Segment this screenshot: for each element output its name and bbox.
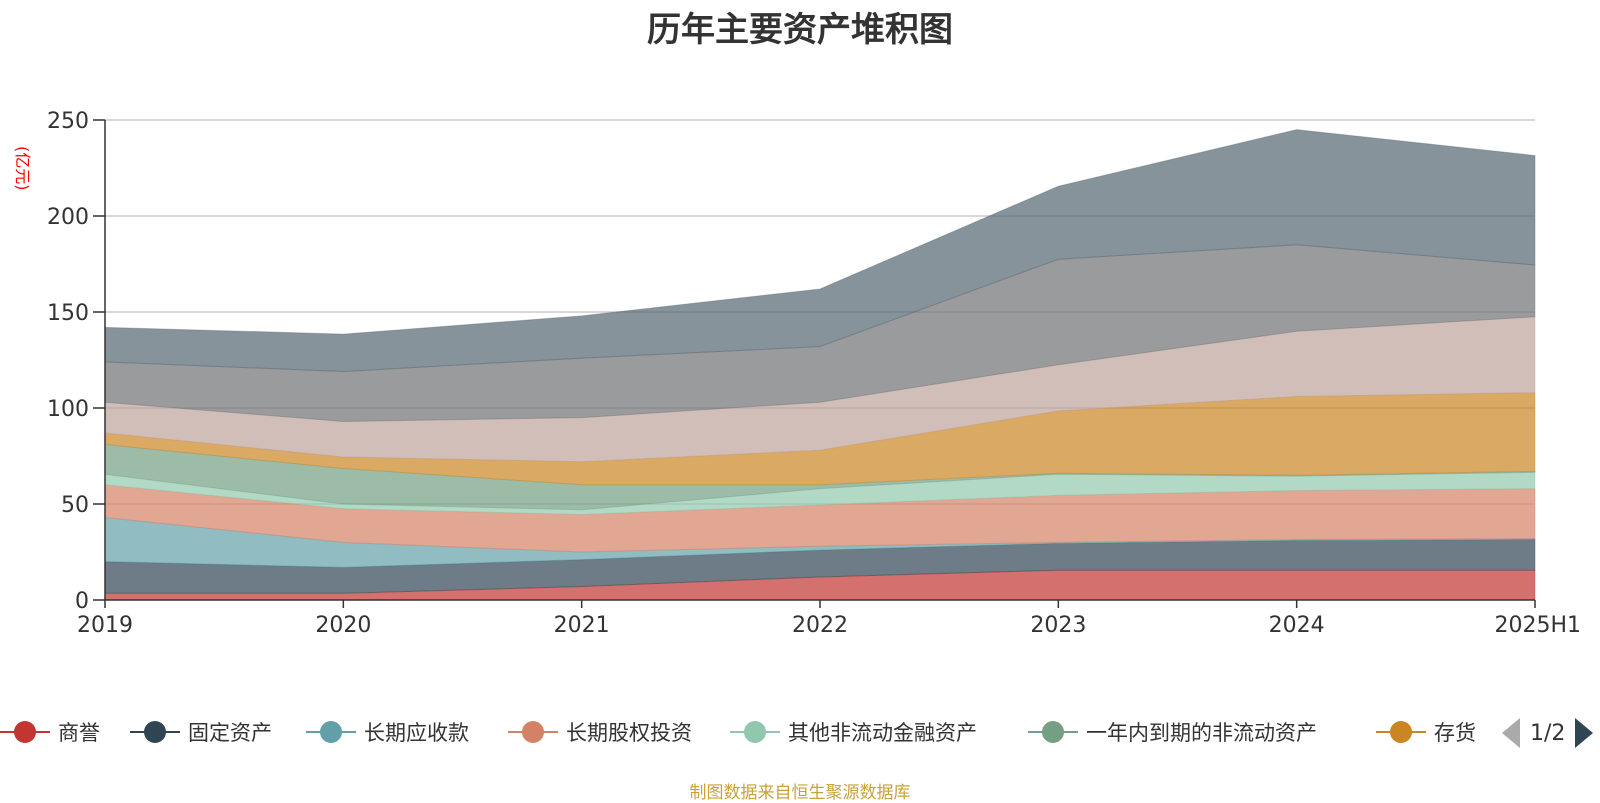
x-tick-label: 2019 — [77, 613, 133, 638]
legend-label: 一年内到期的非流动资产 — [1086, 721, 1317, 745]
y-tick-label: 200 — [47, 205, 89, 230]
y-tick-label: 50 — [61, 493, 89, 518]
legend-prev-icon[interactable] — [1502, 718, 1520, 748]
legend-next-icon[interactable] — [1575, 718, 1594, 748]
legend-label: 存货 — [1434, 721, 1476, 745]
x-tick-label: 2024 — [1269, 613, 1325, 638]
legend-marker-icon — [130, 714, 180, 750]
legend-item-7[interactable]: 存货 — [1376, 714, 1476, 750]
y-tick-label: 100 — [47, 397, 89, 422]
y-tick-label: 150 — [47, 301, 89, 326]
legend-pager: 1/2 — [1502, 718, 1594, 748]
legend-label: 长期应收款 — [364, 721, 469, 745]
y-tick-label: 0 — [75, 589, 89, 614]
legend-marker-icon — [1376, 714, 1426, 750]
area-series-10 — [104, 129, 1536, 373]
legend-label: 固定资产 — [188, 721, 272, 745]
legend-item-5[interactable]: 其他非流动金融资产 — [730, 714, 977, 750]
x-tick-label: 2025H1 — [1494, 613, 1581, 638]
legend-item-1[interactable]: 商誉 — [0, 714, 100, 750]
x-tick-label: 2020 — [315, 613, 371, 638]
area-series-8 — [104, 316, 1536, 463]
x-tick-label: 2022 — [792, 613, 848, 638]
area-series-9 — [104, 244, 1536, 422]
area-series — [104, 129, 1536, 601]
axes: 0 50 100 150 200 250 2019 2020 2021 2022 2023 2024 2… — [47, 109, 1581, 638]
area-series-3 — [104, 516, 1536, 568]
stacked-area-chart: 0 50 100 150 200 250 2019 2020 2021 2022 2023 2024 2… — [47, 109, 1581, 638]
x-tick-label: 2023 — [1030, 613, 1086, 638]
legend-label: 其他非流动金融资产 — [788, 721, 977, 745]
y-axis-unit-label: (亿元) — [13, 146, 32, 191]
legend-marker-icon — [730, 714, 780, 750]
legend-marker-icon — [306, 714, 356, 750]
chart-title: 历年主要资产堆积图 — [647, 10, 953, 50]
source-note: 制图数据来自恒生聚源数据库 — [689, 783, 911, 803]
area-series-7 — [104, 392, 1536, 486]
x-tick-label: 2021 — [554, 613, 610, 638]
legend-item-3[interactable]: 长期应收款 — [306, 714, 469, 750]
legend-marker-icon — [508, 714, 558, 750]
legend-item-6[interactable]: 一年内到期的非流动资产 — [1028, 714, 1317, 750]
legend-marker-icon — [0, 714, 50, 750]
legend-item-4[interactable]: 长期股权投资 — [508, 714, 692, 750]
legend-item-2[interactable]: 固定资产 — [130, 714, 272, 750]
legend-label: 商誉 — [58, 721, 100, 745]
legend-marker-icon — [1028, 714, 1078, 750]
legend-label: 长期股权投资 — [566, 721, 692, 745]
y-tick-label: 250 — [47, 109, 89, 134]
legend-page-indicator: 1/2 — [1530, 720, 1566, 746]
